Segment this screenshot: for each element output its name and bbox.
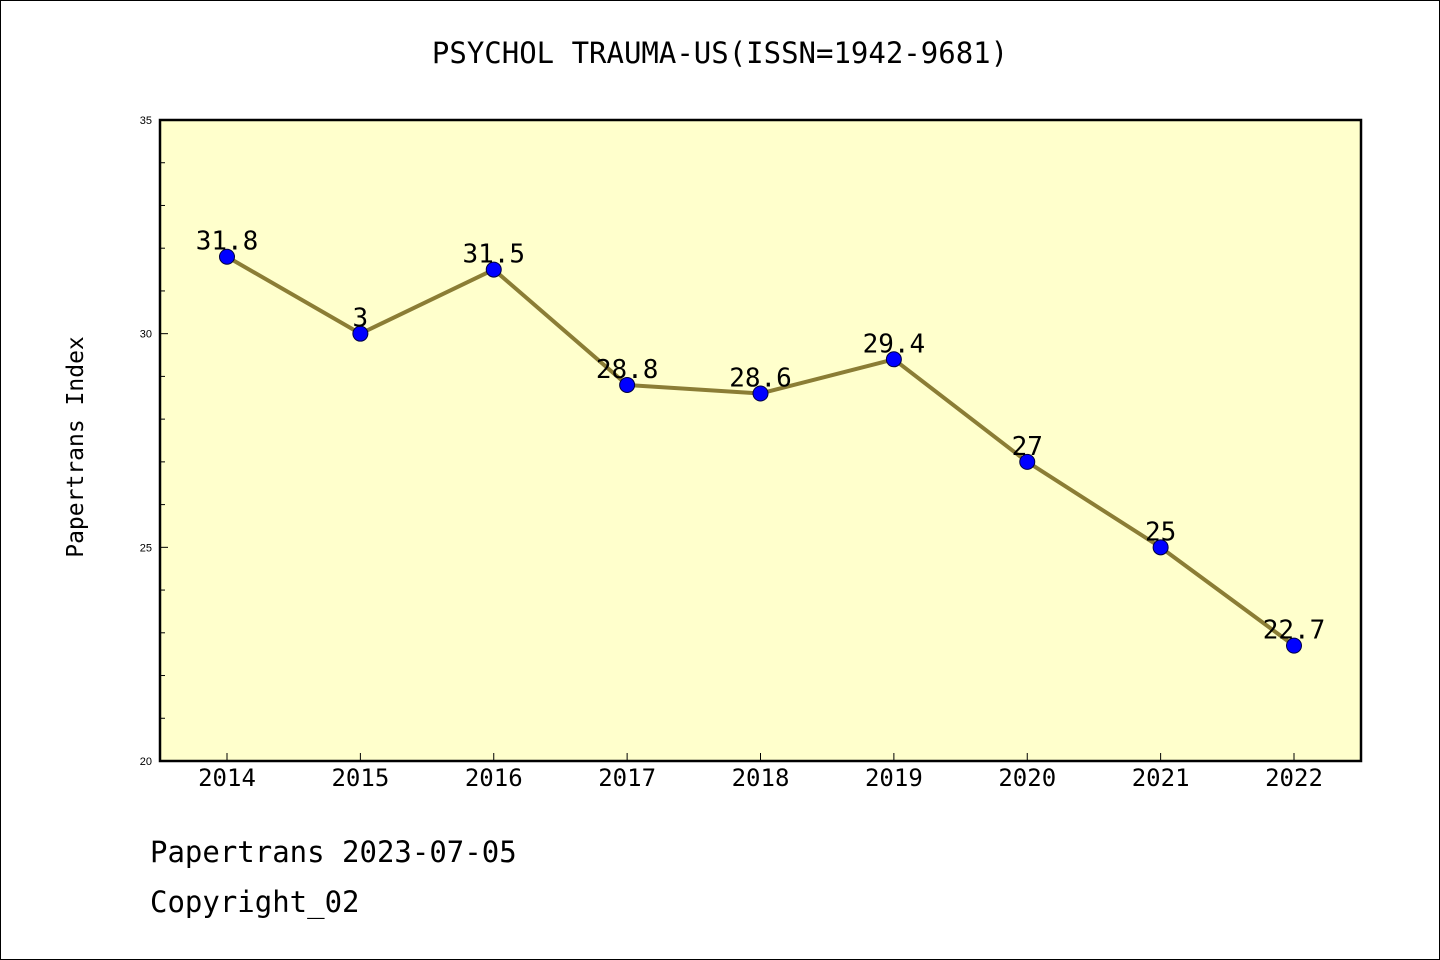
x-tick-label: 2019 bbox=[865, 764, 923, 792]
footer-copyright: Copyright_02 bbox=[150, 885, 360, 919]
data-label: 3 bbox=[353, 304, 369, 334]
data-label: 28.8 bbox=[596, 355, 659, 385]
y-tick-label: 25 bbox=[140, 542, 152, 554]
x-tick-label: 2021 bbox=[1132, 764, 1190, 792]
data-point bbox=[1152, 539, 1169, 556]
y-tick-label: 20 bbox=[140, 756, 152, 768]
chart-title: PSYCHOL TRAUMA-US(ISSN=1942-9681) bbox=[431, 36, 1009, 70]
footer-date: Papertrans 2023-07-05 bbox=[150, 835, 517, 869]
x-tick-label: 2016 bbox=[465, 764, 523, 792]
x-tick-label: 2015 bbox=[331, 764, 389, 792]
data-label: 27 bbox=[1012, 432, 1043, 462]
data-label: 28.6 bbox=[729, 363, 792, 393]
plot-area bbox=[160, 120, 1361, 761]
x-tick-label: 2020 bbox=[998, 764, 1056, 792]
data-point bbox=[619, 376, 636, 393]
data-point bbox=[1019, 453, 1036, 470]
x-tick-label: 2017 bbox=[598, 764, 656, 792]
x-tick-label: 2022 bbox=[1265, 764, 1323, 792]
data-point bbox=[1286, 637, 1302, 654]
x-tick-label: 2014 bbox=[198, 764, 256, 792]
y-tick-label: 35 bbox=[140, 115, 152, 127]
data-label: 31.5 bbox=[462, 240, 525, 270]
data-point bbox=[752, 385, 769, 402]
data-label: 25 bbox=[1145, 517, 1176, 547]
data-point bbox=[352, 325, 369, 342]
x-tick-label: 2018 bbox=[732, 764, 790, 792]
plot-border bbox=[158, 118, 1363, 763]
data-point bbox=[485, 261, 502, 278]
data-point bbox=[219, 248, 235, 265]
data-point bbox=[885, 351, 902, 368]
y-tick-label: 30 bbox=[140, 329, 152, 341]
data-label: 29.4 bbox=[863, 329, 926, 359]
data-label: 22.7 bbox=[1263, 616, 1326, 646]
data-label: 31.8 bbox=[196, 227, 259, 257]
